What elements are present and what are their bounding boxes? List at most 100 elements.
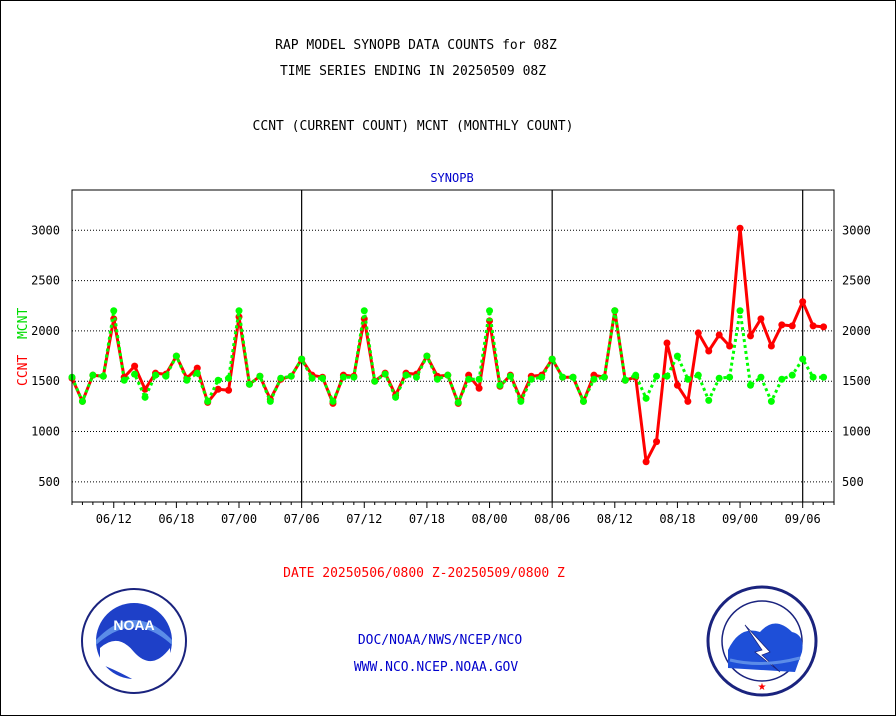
data-point-mcnt (183, 376, 191, 384)
data-point-ccnt (736, 224, 744, 232)
data-point-mcnt (486, 307, 494, 315)
data-point-ccnt (778, 321, 786, 329)
data-point-mcnt (611, 307, 619, 315)
data-point-mcnt (350, 373, 358, 381)
x-tick-label: 06/18 (158, 512, 194, 526)
chart-grid (72, 190, 834, 502)
data-point-mcnt (579, 397, 587, 405)
data-point-mcnt (799, 355, 807, 363)
data-point-mcnt (663, 372, 671, 380)
data-point-ccnt (193, 364, 201, 372)
data-point-ccnt (726, 342, 734, 350)
x-tick-label: 08/00 (471, 512, 507, 526)
data-point-mcnt (298, 355, 306, 363)
data-point-mcnt (778, 375, 786, 383)
data-point-mcnt (412, 373, 420, 381)
x-tick-label: 07/18 (409, 512, 445, 526)
data-point-mcnt (277, 374, 285, 382)
data-point-mcnt (746, 381, 754, 389)
chart-ticks: 500 500 1000 1000 1500 1500 2000 2000 2500 2500 30… (31, 223, 871, 526)
data-point-mcnt (204, 397, 212, 405)
data-point-mcnt (225, 374, 233, 382)
data-point-mcnt (193, 369, 201, 377)
data-point-mcnt (809, 373, 817, 381)
data-point-ccnt (746, 332, 754, 340)
data-point-mcnt (89, 371, 97, 379)
chart-title-line1: RAP MODEL SYNOPB DATA COUNTS for 08Z (275, 38, 557, 53)
data-point-mcnt (308, 374, 316, 382)
date-range: DATE 20250506/0800 Z-20250509/0800 Z (283, 566, 565, 581)
x-tick-label: 08/18 (659, 512, 695, 526)
data-point-mcnt (152, 371, 160, 379)
data-point-mcnt (475, 375, 483, 383)
data-point-mcnt (506, 372, 514, 380)
data-point-ccnt (820, 323, 828, 331)
x-tick-label: 09/00 (722, 512, 758, 526)
x-tick-label: 07/00 (221, 512, 257, 526)
chart-title-line2: TIME SERIES ENDING IN 20250509 08Z (279, 64, 547, 79)
data-point-mcnt (559, 373, 567, 381)
data-point-mcnt (141, 393, 149, 401)
y-tick-label-left: 2000 (31, 324, 60, 338)
data-point-mcnt (319, 374, 327, 382)
data-point-ccnt (715, 331, 723, 339)
x-tick-label: 09/06 (785, 512, 821, 526)
y-tick-label-right: 2500 (842, 274, 871, 288)
y-tick-label-right: 1000 (842, 425, 871, 439)
data-point-mcnt (266, 397, 274, 405)
data-point-mcnt (214, 376, 222, 384)
data-point-mcnt (694, 371, 702, 379)
data-point-mcnt (632, 371, 640, 379)
data-point-ccnt (809, 322, 817, 330)
data-point-ccnt (642, 458, 650, 466)
data-point-mcnt (78, 397, 86, 405)
y-tick-label-right: 2000 (842, 324, 871, 338)
data-point-mcnt (715, 374, 723, 382)
x-tick-label: 07/06 (284, 512, 320, 526)
data-point-mcnt (329, 397, 337, 405)
x-tick-label: 07/12 (346, 512, 382, 526)
series-line-mcnt (70, 309, 824, 404)
data-point-ccnt (694, 329, 702, 337)
plot-title: SYNOPB (430, 171, 474, 185)
data-point-mcnt (757, 373, 765, 381)
data-point-mcnt (517, 397, 525, 405)
data-point-mcnt (110, 307, 118, 315)
data-point-mcnt (433, 375, 441, 383)
data-point-mcnt (736, 307, 744, 315)
data-point-mcnt (569, 373, 577, 381)
data-point-mcnt (590, 375, 598, 383)
data-point-mcnt (726, 373, 734, 381)
data-point-ccnt (788, 322, 796, 330)
org-path-link[interactable]: DOC/NOAA/NWS/NCEP/NCO (357, 633, 523, 648)
data-point-mcnt (600, 373, 608, 381)
data-point-mcnt (120, 376, 128, 384)
data-point-ccnt (767, 342, 775, 350)
data-point-mcnt (423, 352, 431, 360)
data-point-mcnt (131, 370, 139, 378)
data-point-mcnt (705, 396, 713, 404)
data-point-mcnt (673, 352, 681, 360)
data-point-mcnt (256, 372, 264, 380)
y-tick-label-right: 1500 (842, 374, 871, 388)
data-point-mcnt (767, 397, 775, 405)
data-point-mcnt (496, 381, 504, 389)
data-point-mcnt (684, 375, 692, 383)
data-point-mcnt (538, 373, 546, 381)
data-point-ccnt (673, 381, 681, 389)
y-tick-label-right: 3000 (842, 223, 871, 237)
data-point-mcnt (287, 372, 295, 380)
data-point-mcnt (402, 371, 410, 379)
data-point-mcnt (162, 372, 170, 380)
data-point-mcnt (235, 307, 243, 315)
website-link[interactable]: WWW.NCO.NCEP.NOAA.GOV (353, 660, 519, 675)
data-point-mcnt (653, 372, 661, 380)
x-tick-label: 06/12 (96, 512, 132, 526)
data-point-mcnt (99, 372, 107, 380)
data-point-ccnt (225, 386, 233, 394)
y-tick-label-left: 2500 (31, 274, 60, 288)
data-point-mcnt (621, 376, 629, 384)
chart-series (68, 224, 828, 466)
data-point-mcnt (245, 380, 253, 388)
